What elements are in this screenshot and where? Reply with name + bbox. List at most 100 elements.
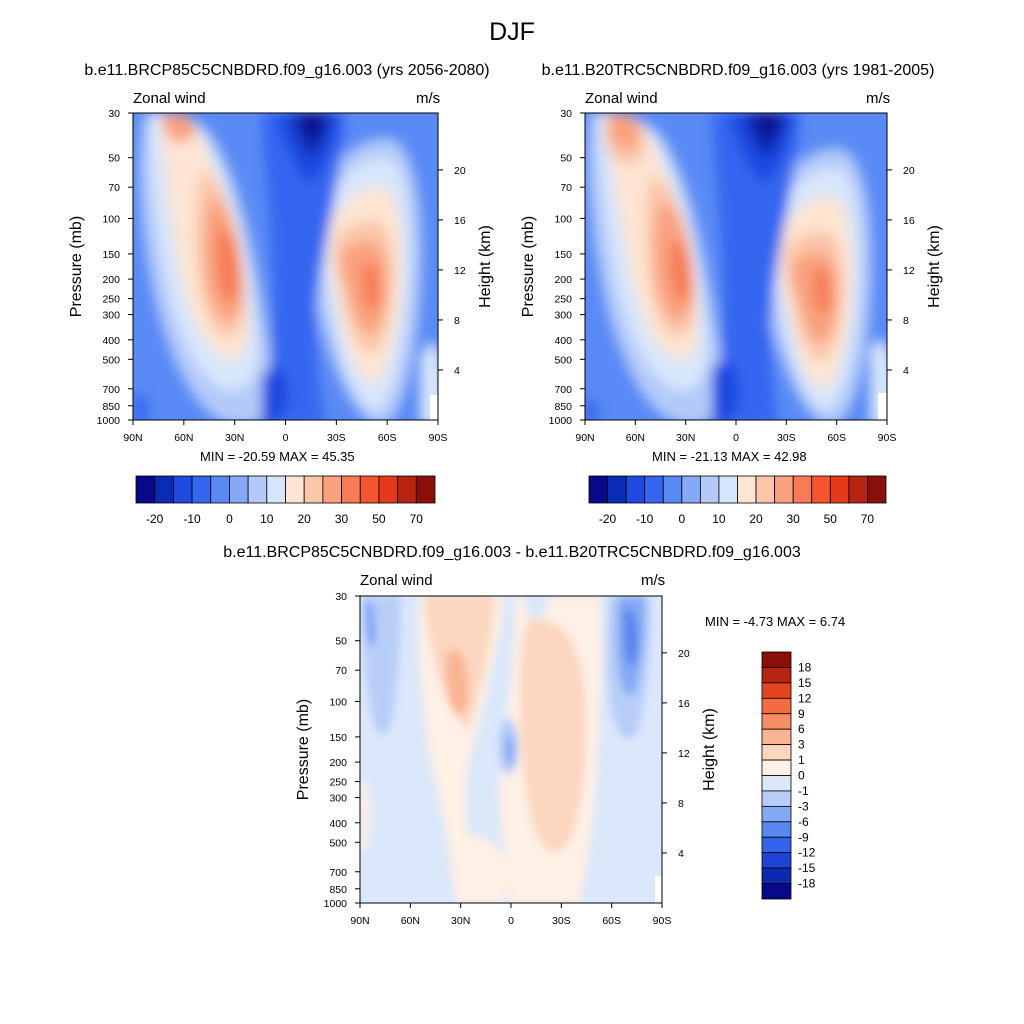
pressure-tick-label: 200 <box>102 274 120 286</box>
colorbar-label: 0 <box>226 512 233 526</box>
figure-title: DJF <box>489 18 535 46</box>
pressure-tick-label: 700 <box>554 384 572 396</box>
panel-title-present: b.e11.B20TRC5CNBDRD.f09_g16.003 (yrs 198… <box>541 62 935 79</box>
colorbar-label: 50 <box>372 512 386 526</box>
pressure-tick-label: 700 <box>102 384 120 396</box>
colorbar-label: -18 <box>798 877 816 891</box>
pressure-tick-label: 150 <box>329 732 347 744</box>
height-axis-title: Height (km) <box>926 225 943 308</box>
colorbar-label: 18 <box>798 660 812 674</box>
height-tick-label: 8 <box>454 315 460 327</box>
latitude-tick-label: 30N <box>451 915 470 927</box>
colorbar-label: 0 <box>798 769 805 783</box>
pressure-axis-title: Pressure (mb) <box>520 216 537 317</box>
pressure-tick-label: 500 <box>554 354 572 366</box>
minmax-future: MIN = -20.59 MAX = 45.35 <box>200 449 355 464</box>
colorbar-label: -10 <box>636 512 654 526</box>
colorbar-label: 10 <box>260 512 274 526</box>
colorbar-label: -15 <box>798 861 816 875</box>
latitude-tick-label: 60N <box>174 432 193 444</box>
colorbar-swatch <box>625 475 646 504</box>
latitude-tick-label: 30S <box>777 432 796 444</box>
height-tick-label: 20 <box>678 648 690 660</box>
colorbar-label: 15 <box>798 676 812 690</box>
pressure-tick-label: 400 <box>329 818 347 830</box>
colorbar-label: 9 <box>798 707 805 721</box>
pressure-tick-label: 500 <box>102 354 120 366</box>
pressure-tick-label: 1000 <box>324 898 348 910</box>
colorbar-swatch <box>761 852 792 869</box>
variable-label-future: Zonal wind <box>133 90 206 107</box>
pressure-tick-label: 150 <box>102 249 120 261</box>
height-tick-label: 4 <box>678 848 684 860</box>
colorbar-label: -9 <box>798 830 809 844</box>
pressure-tick-label: 700 <box>329 867 347 879</box>
colorbar-swatch <box>607 475 627 504</box>
pressure-axis-title: Pressure (mb) <box>295 699 312 800</box>
axes-present: 3050701001502002503004005007008501000481… <box>520 108 943 444</box>
colorbar-label: -12 <box>798 846 816 860</box>
variable-label-difference: Zonal wind <box>360 572 433 589</box>
minmax-difference: MIN = -4.73 MAX = 6.74 <box>705 614 846 629</box>
latitude-tick-label: 0 <box>508 915 514 927</box>
latitude-tick-label: 0 <box>733 432 739 444</box>
pressure-tick-label: 50 <box>108 153 120 165</box>
colorbar-swatch <box>135 475 156 504</box>
height-tick-label: 12 <box>678 748 690 760</box>
colorbar-swatch <box>154 475 174 504</box>
height-tick-label: 20 <box>903 165 915 177</box>
colorbar-swatch <box>172 475 193 504</box>
pressure-tick-label: 250 <box>102 294 120 306</box>
latitude-tick-label: 90N <box>350 915 369 927</box>
pressure-tick-label: 850 <box>102 401 120 413</box>
colorbar-label: -1 <box>798 784 809 798</box>
colorbar-swatch <box>359 475 380 504</box>
colorbar-swatch <box>644 475 664 504</box>
height-axis-title: Height (km) <box>701 708 718 791</box>
latitude-tick-label: 90S <box>429 432 448 444</box>
colorbar-label: 70 <box>410 512 424 526</box>
colorbar-swatch <box>867 475 887 504</box>
minmax-present: MIN = -21.13 MAX = 42.98 <box>652 449 807 464</box>
latitude-tick-label: 30N <box>676 432 695 444</box>
latitude-tick-label: 90N <box>575 432 594 444</box>
contour-field-present <box>585 113 887 420</box>
pressure-tick-label: 400 <box>102 335 120 347</box>
pressure-tick-label: 50 <box>560 153 572 165</box>
colorbar-swatch <box>848 475 868 504</box>
pressure-tick-label: 400 <box>554 335 572 347</box>
colorbar-swatch <box>266 475 286 504</box>
pressure-tick-label: 30 <box>108 108 120 120</box>
colorbar-swatch <box>761 883 792 900</box>
panel-title-difference: b.e11.BRCP85C5CNBDRD.f09_g16.003 - b.e11… <box>223 544 801 561</box>
pressure-tick-label: 70 <box>108 182 120 194</box>
colorbar-future: -20 -10 0 10 20 30 50 70 <box>135 475 436 526</box>
colorbar-swatch <box>662 475 683 504</box>
colorbar-swatch <box>699 475 720 504</box>
pressure-tick-label: 250 <box>329 777 347 789</box>
pressure-tick-label: 300 <box>102 310 120 322</box>
colorbar-swatch <box>761 805 792 823</box>
pressure-tick-label: 500 <box>329 837 347 849</box>
colorbar-label: 20 <box>749 512 763 526</box>
colorbar-label: 30 <box>787 512 801 526</box>
panel-title-future: b.e11.BRCP85C5CNBDRD.f09_g16.003 (yrs 20… <box>84 62 490 79</box>
pressure-tick-label: 50 <box>335 636 347 648</box>
colorbar-label: -20 <box>146 512 164 526</box>
latitude-tick-label: 90S <box>653 915 672 927</box>
colorbar-swatch <box>811 475 831 504</box>
colorbar-swatch <box>191 475 212 504</box>
pressure-tick-label: 200 <box>329 757 347 769</box>
height-tick-label: 16 <box>903 215 915 227</box>
height-tick-label: 16 <box>678 698 690 710</box>
height-tick-label: 12 <box>454 265 466 277</box>
pressure-axis-title: Pressure (mb) <box>68 216 85 317</box>
colorbar-swatch <box>247 475 268 504</box>
variable-label-present: Zonal wind <box>585 90 658 107</box>
colorbar-label: 6 <box>798 722 805 736</box>
pressure-tick-label: 300 <box>329 793 347 805</box>
latitude-tick-label: 60S <box>602 915 621 927</box>
colorbar-label: 0 <box>678 512 685 526</box>
pressure-tick-label: 300 <box>554 310 572 322</box>
